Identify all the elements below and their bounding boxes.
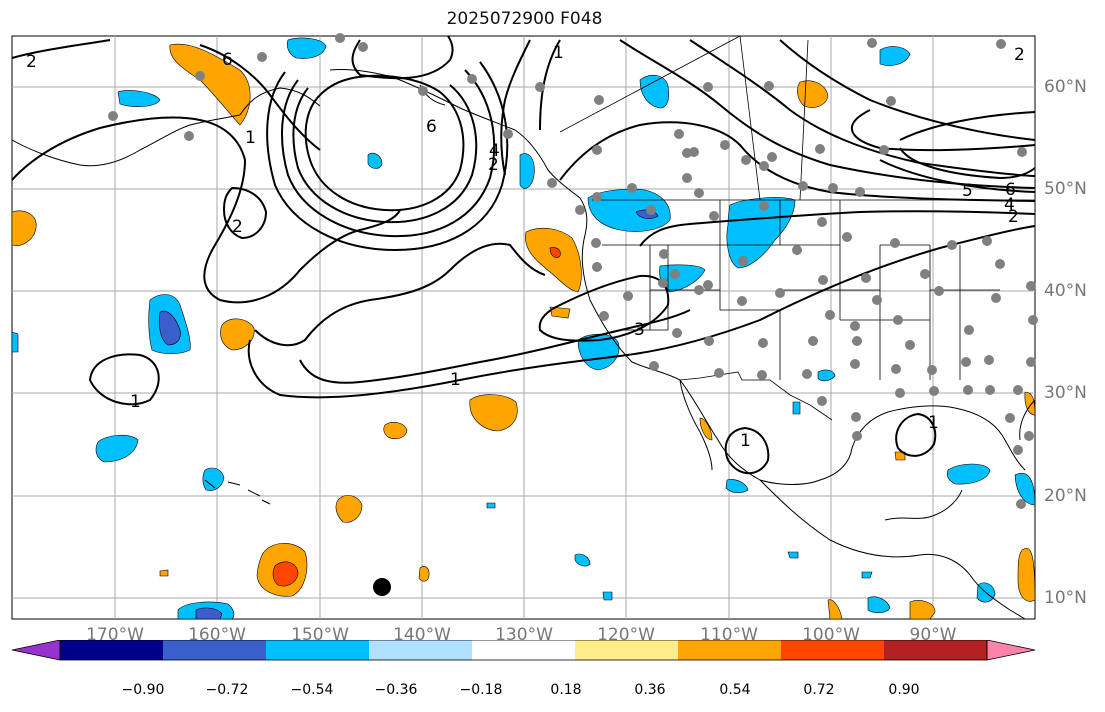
colorbar-tick: 0.72 — [803, 682, 835, 698]
contour-label: 2 — [232, 217, 243, 237]
lat-label: 20°N — [1044, 486, 1087, 506]
colorbar-segment — [60, 640, 164, 660]
colorbar-segment — [781, 640, 885, 660]
contour-label: 6 — [222, 50, 233, 70]
lat-label: 30°N — [1044, 383, 1087, 403]
colorbar-tick: 0.90 — [888, 682, 920, 698]
contour-label: 4 — [1004, 195, 1015, 215]
station-markers — [108, 33, 1038, 509]
contour-label: 5 — [962, 181, 973, 201]
contour-label: 1 — [245, 128, 256, 148]
colorbar-segment — [369, 640, 473, 660]
colorbar-tick: −0.54 — [290, 682, 334, 698]
colorbar-segments — [60, 640, 988, 660]
marker-dot — [373, 578, 391, 596]
colorbar-segment — [678, 640, 782, 660]
contour-label: 2 — [26, 52, 37, 72]
map-title: 2025072900 F048 — [446, 9, 603, 29]
colorbar-segment — [266, 640, 370, 660]
coastlines — [11, 69, 1036, 620]
colorbar-segment — [575, 640, 679, 660]
lat-label: 60°N — [1044, 77, 1087, 97]
contour-label: 3 — [634, 320, 645, 340]
colorbar-tick: 0.18 — [550, 682, 582, 698]
lat-label: 10°N — [1044, 588, 1087, 608]
contour-label: 2 — [1014, 45, 1025, 65]
contour-label: 2 — [1008, 207, 1019, 227]
colorbar-extend-high — [986, 640, 1036, 661]
colorbar-tick: −0.18 — [459, 682, 503, 698]
contour-label: 4 — [489, 141, 500, 161]
colorbar-segment — [163, 640, 267, 660]
colorbar-tick: −0.72 — [205, 682, 249, 698]
positive-anomaly-areas — [11, 43, 1036, 620]
contour-label: 1 — [553, 43, 564, 63]
contour-lines — [11, 35, 1036, 475]
lat-label: 40°N — [1044, 281, 1087, 301]
colorbar-tick: −0.90 — [121, 682, 165, 698]
colorbar-segment — [472, 640, 576, 660]
colorbar-tick: −0.36 — [374, 682, 418, 698]
lat-label: 50°N — [1044, 179, 1087, 199]
contour-label: 1 — [928, 413, 939, 433]
colorbar-extend-low — [11, 640, 61, 661]
contour-label: 1 — [740, 431, 751, 451]
colorbar-segment — [884, 640, 988, 660]
colorbar-tick: 0.54 — [719, 682, 751, 698]
colorbar — [11, 640, 1036, 661]
contour-label: 6 — [426, 117, 437, 137]
contour-label-group: 2 6 6 4 2 1 1 1 2 5 6 4 2 3 1 1 1 2 — [26, 43, 1025, 451]
contour-label: 1 — [450, 370, 461, 390]
colorbar-tick: 0.36 — [634, 682, 666, 698]
gridlines — [12, 36, 1035, 619]
contour-label: 6 — [1005, 180, 1016, 200]
contour-label: 1 — [130, 392, 141, 412]
contour-label: 2 — [488, 155, 499, 175]
